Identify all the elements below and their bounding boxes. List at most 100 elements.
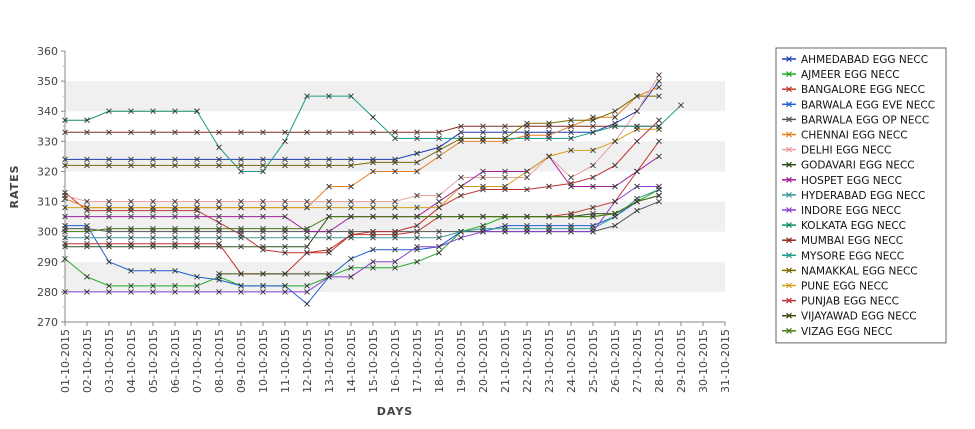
- data-point: [414, 159, 420, 166]
- data-point: [62, 204, 68, 211]
- data-point: [436, 243, 442, 250]
- x-tick-label: 23-10-2015: [543, 329, 556, 393]
- data-point: [238, 283, 244, 289]
- data-point: [84, 204, 90, 211]
- data-point: [634, 168, 640, 175]
- data-point: [62, 234, 68, 241]
- data-point: [84, 162, 90, 169]
- data-point: [546, 135, 552, 142]
- data-point: [282, 243, 288, 250]
- data-point: [414, 234, 420, 241]
- data-point: [282, 129, 288, 136]
- data-point: [62, 156, 68, 163]
- series-6: [62, 72, 662, 205]
- x-tick-label: 05-10-2015: [147, 329, 160, 393]
- data-point: [436, 198, 442, 205]
- data-point: [612, 162, 618, 169]
- data-point: [150, 289, 156, 295]
- data-point: [106, 258, 112, 265]
- data-point: [348, 213, 354, 220]
- data-point: [260, 243, 266, 250]
- series-line: [65, 189, 660, 239]
- data-point: [656, 126, 662, 133]
- legend-marker: [786, 71, 792, 78]
- data-point: [238, 129, 244, 136]
- legend-marker: [786, 56, 792, 62]
- data-point: [590, 123, 596, 130]
- data-point: [150, 156, 156, 163]
- x-tick-label: 11-10-2015: [279, 329, 292, 393]
- data-point: [106, 198, 112, 205]
- data-point: [348, 264, 354, 271]
- data-point: [590, 213, 596, 220]
- data-point: [260, 198, 266, 205]
- data-point: [172, 267, 178, 274]
- grid-band: [65, 141, 725, 172]
- data-point: [62, 255, 68, 262]
- data-point: [414, 192, 420, 199]
- x-tick-label: 15-10-2015: [367, 329, 380, 393]
- data-point: [84, 234, 90, 241]
- data-point: [656, 192, 662, 199]
- data-point: [326, 246, 332, 253]
- data-point: [260, 129, 266, 136]
- data-point: [634, 126, 640, 133]
- legend-label: DELHI EGG NECC: [801, 145, 891, 157]
- data-point: [546, 153, 552, 160]
- data-point: [150, 225, 156, 232]
- data-point: [128, 283, 134, 289]
- y-tick-label: 270: [37, 316, 58, 329]
- data-point: [326, 156, 332, 163]
- data-point: [128, 234, 134, 241]
- data-point: [414, 258, 420, 265]
- data-point: [502, 186, 508, 193]
- data-point: [282, 162, 288, 169]
- legend-marker: [786, 327, 792, 334]
- data-point: [524, 174, 530, 181]
- data-point: [656, 78, 662, 84]
- data-point: [172, 162, 178, 169]
- legend-label: VIZAG EGG NECC: [801, 326, 892, 338]
- data-point: [172, 198, 178, 205]
- data-point: [348, 93, 354, 99]
- data-point: [436, 234, 442, 241]
- series-line: [65, 128, 659, 209]
- data-point: [436, 153, 442, 160]
- data-point: [436, 129, 442, 136]
- data-point: [480, 123, 486, 130]
- data-point: [370, 114, 376, 121]
- data-point: [106, 289, 112, 295]
- data-point: [326, 129, 332, 136]
- data-point: [480, 168, 486, 175]
- data-point: [480, 174, 486, 181]
- y-axis-title: RATES: [8, 164, 21, 208]
- x-tick-label: 10-10-2015: [257, 329, 270, 393]
- data-point: [282, 289, 288, 295]
- data-point: [348, 274, 354, 280]
- data-point: [304, 198, 310, 205]
- data-point: [590, 162, 596, 169]
- data-point: [612, 222, 618, 229]
- legend-marker: [786, 146, 792, 153]
- data-point: [392, 234, 398, 241]
- data-point: [172, 156, 178, 163]
- data-point: [568, 174, 574, 181]
- data-point: [612, 210, 618, 217]
- data-point: [392, 129, 398, 136]
- data-point: [392, 213, 398, 220]
- data-point: [590, 117, 596, 124]
- data-point: [370, 258, 376, 265]
- legend-marker: [786, 312, 792, 319]
- data-point: [238, 271, 244, 277]
- legend-marker: [786, 131, 792, 138]
- x-tick-label: 16-10-2015: [389, 329, 402, 393]
- series-16: [62, 117, 662, 277]
- series-line: [65, 195, 660, 305]
- data-point: [546, 183, 552, 190]
- x-tick-label: 21-10-2015: [499, 329, 512, 393]
- data-point: [348, 204, 354, 211]
- data-point: [84, 156, 90, 163]
- data-point: [282, 138, 288, 145]
- x-tick-label: 26-10-2015: [609, 329, 622, 393]
